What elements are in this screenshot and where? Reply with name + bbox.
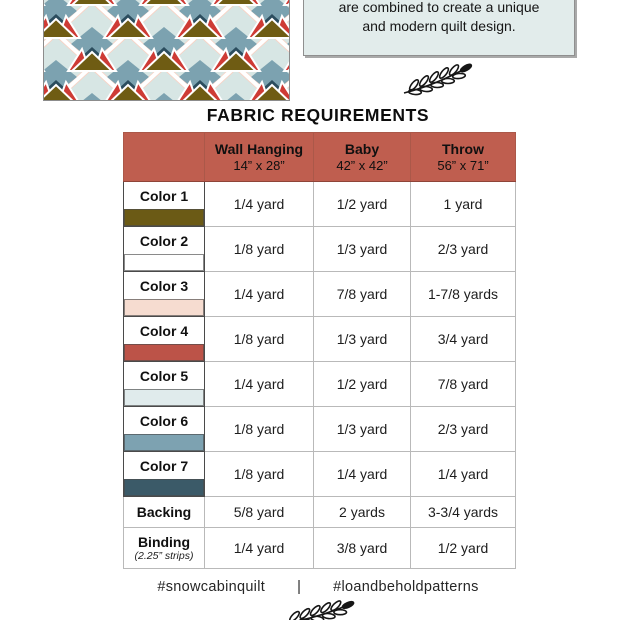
table-row: Color 4 1/8 yard 1/3 yard 3/4 yard: [123, 316, 516, 362]
row-label-cell: Color 1: [123, 181, 205, 227]
table-row: Color 7 1/8 yard 1/4 yard 1/4 yard: [123, 451, 516, 497]
baby-value: 1/4 yard: [313, 451, 411, 497]
hashtag-loandbeholdpatterns: #loandbeholdpatterns: [333, 579, 479, 595]
baby-value: 1/3 yard: [313, 406, 411, 452]
wall-hanging-value: 5/8 yard: [204, 496, 314, 528]
table-row: Binding (2.25” strips) 1/4 yard 3/8 yard…: [123, 527, 516, 569]
baby-value: 3/8 yard: [313, 527, 411, 569]
row-label: Color 7: [139, 458, 189, 474]
wall-hanging-value: 1/4 yard: [204, 271, 314, 317]
baby-value: 7/8 yard: [313, 271, 411, 317]
baby-value: 2 yards: [313, 496, 411, 528]
baby-value: 1/2 yard: [313, 361, 411, 407]
row-label: Color 1: [139, 188, 189, 204]
color-swatch: [124, 299, 204, 316]
intro-text-line1: are combined to create a unique: [338, 0, 540, 15]
color-swatch: [124, 209, 204, 226]
wall-hanging-value: 1/8 yard: [204, 451, 314, 497]
branch-sprig-icon: [283, 600, 355, 620]
row-label-cell: Binding (2.25” strips): [123, 527, 205, 569]
wall-hanging-value: 1/4 yard: [204, 181, 314, 227]
table-row: Backing 5/8 yard 2 yards 3-3/4 yards: [123, 496, 516, 528]
row-label: Color 3: [139, 278, 189, 294]
hashtag-separator: |: [297, 579, 302, 595]
wall-hanging-value: 1/4 yard: [204, 527, 314, 569]
table-row: Color 3 1/4 yard 7/8 yard 1-7/8 yards: [123, 271, 516, 317]
row-label: Color 6: [139, 413, 189, 429]
header-wall-hanging: Wall Hanging 14” x 28”: [204, 132, 314, 182]
throw-value: 1 yard: [410, 181, 516, 227]
page-title: FABRIC REQUIREMENTS: [206, 105, 430, 125]
footer-hashtags: #snowcabinquilt | #loandbeholdpatterns: [18, 579, 618, 595]
row-label: Binding: [137, 534, 191, 550]
throw-value: 3/4 yard: [410, 316, 516, 362]
row-label: Color 5: [139, 368, 189, 384]
branch-sprig-icon: [403, 63, 473, 96]
row-label-cell: Color 3: [123, 271, 205, 317]
table-header-row: Wall Hanging 14” x 28” Baby 42” x 42” Th…: [123, 132, 516, 182]
wall-hanging-value: 1/8 yard: [204, 406, 314, 452]
throw-value: 1-7/8 yards: [410, 271, 516, 317]
header-baby: Baby 42” x 42”: [313, 132, 411, 182]
throw-value: 1/2 yard: [410, 527, 516, 569]
header-empty-cell: [123, 132, 205, 182]
row-label: Backing: [136, 504, 192, 520]
throw-value: 3-3/4 yards: [410, 496, 516, 528]
row-label-cell: Color 2: [123, 226, 205, 272]
fabric-requirements-table: Wall Hanging 14” x 28” Baby 42” x 42” Th…: [123, 132, 516, 569]
row-label-cell: Color 7: [123, 451, 205, 497]
row-label: Color 2: [139, 233, 189, 249]
row-label: Color 4: [139, 323, 189, 339]
color-swatch: [124, 254, 204, 271]
hashtag-snowcabinquilt: #snowcabinquilt: [157, 579, 266, 595]
intro-text-line2: and modern quilt design.: [362, 18, 516, 34]
table-row: Color 5 1/4 yard 1/2 yard 7/8 yard: [123, 361, 516, 407]
table-row: Color 1 1/4 yard 1/2 yard 1 yard: [123, 181, 516, 227]
row-label-cell: Color 5: [123, 361, 205, 407]
quilt-pattern-svg: [44, 0, 289, 100]
row-label-cell: Backing: [123, 496, 205, 528]
wall-hanging-value: 1/4 yard: [204, 361, 314, 407]
wall-hanging-value: 1/8 yard: [204, 316, 314, 362]
header-throw: Throw 56” x 71”: [410, 132, 516, 182]
color-swatch: [124, 344, 204, 361]
intro-text-box: are combined to create a unique and mode…: [303, 0, 575, 56]
color-swatch: [124, 479, 204, 496]
color-swatch: [124, 434, 204, 451]
wall-hanging-value: 1/8 yard: [204, 226, 314, 272]
table-row: Color 6 1/8 yard 1/3 yard 2/3 yard: [123, 406, 516, 452]
throw-value: 2/3 yard: [410, 226, 516, 272]
row-label-cell: Color 6: [123, 406, 205, 452]
baby-value: 1/2 yard: [313, 181, 411, 227]
color-swatch: [124, 389, 204, 406]
row-sublabel: (2.25” strips): [134, 550, 194, 562]
quilt-pattern-image: [43, 0, 290, 101]
baby-value: 1/3 yard: [313, 226, 411, 272]
throw-value: 2/3 yard: [410, 406, 516, 452]
throw-value: 1/4 yard: [410, 451, 516, 497]
baby-value: 1/3 yard: [313, 316, 411, 362]
throw-value: 7/8 yard: [410, 361, 516, 407]
row-label-cell: Color 4: [123, 316, 205, 362]
table-row: Color 2 1/8 yard 1/3 yard 2/3 yard: [123, 226, 516, 272]
